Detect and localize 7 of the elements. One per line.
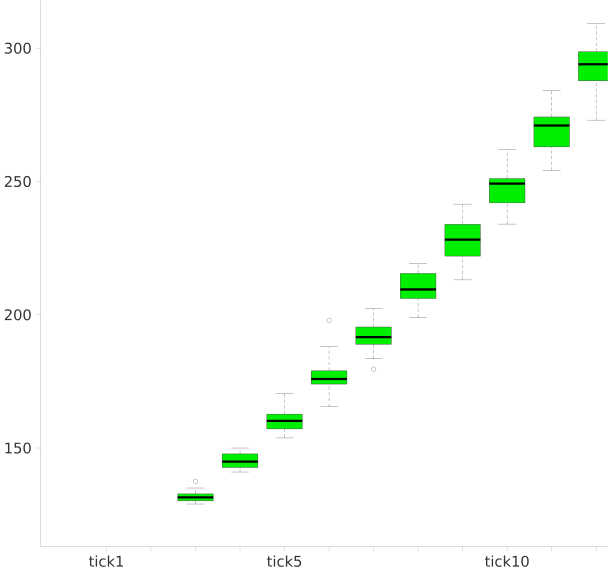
x-tick-label: tick10: [485, 556, 529, 568]
y-tick-label: 150: [5, 442, 31, 454]
x-tick-label: tick1: [88, 556, 123, 568]
y-tick-label: 200: [4, 309, 31, 321]
y-tick-label: 300: [4, 42, 31, 54]
y-tick-label: 250: [4, 176, 31, 188]
x-tick-label: tick5: [267, 556, 302, 568]
